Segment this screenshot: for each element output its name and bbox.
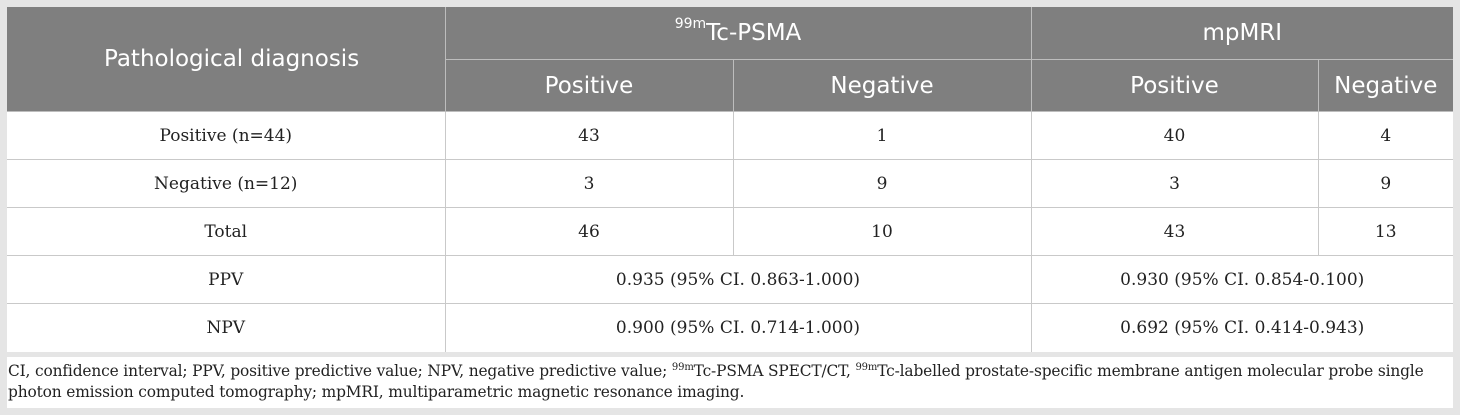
- cell: 46: [445, 207, 734, 256]
- table-row-negative: Negative (n=12) 3 9 3 9: [7, 159, 1453, 208]
- cell: 43: [1031, 207, 1319, 256]
- row-label: Negative (n=12): [7, 159, 446, 208]
- row-label: NPV: [7, 303, 446, 352]
- cell-npv-psma: 0.900 (95% CI. 0.714-1.000): [445, 303, 1032, 352]
- cell: 9: [733, 159, 1032, 208]
- header-psma-positive: Positive: [445, 59, 734, 112]
- header-mpmri-positive: Positive: [1031, 59, 1319, 112]
- cell-ppv-mpmri: 0.930 (95% CI. 0.854-0.100): [1031, 255, 1453, 304]
- header-psma-negative: Negative: [733, 59, 1032, 112]
- table-row-positive: Positive (n=44) 43 1 40 4: [7, 111, 1453, 160]
- cell-npv-mpmri: 0.692 (95% CI. 0.414-0.943): [1120, 318, 1365, 338]
- cell: 9: [1318, 159, 1453, 208]
- footnote-part-2: Tc-PSMA SPECT/CT,: [693, 362, 856, 380]
- cell: 43: [445, 111, 734, 160]
- table-row-total: Total 46 10 43 13: [7, 207, 1453, 256]
- table-footnote: CI, confidence interval; PPV, positive p…: [7, 357, 1453, 408]
- cell-ppv-psma: 0.935 (95% CI. 0.863-1.000): [445, 255, 1032, 304]
- cell: 13: [1318, 207, 1453, 256]
- cell: 3: [445, 159, 734, 208]
- header-mpmri-negative: Negative: [1318, 59, 1453, 112]
- row-label: Positive (n=44): [7, 111, 446, 160]
- row-label: Total: [7, 207, 446, 256]
- header-row-groups: Pathological diagnosis 99mTc-PSMA mpMRI: [7, 7, 1453, 112]
- header-row-sub: Positive Negative Positive Negative: [7, 59, 1453, 112]
- header-pathological-diagnosis: Pathological diagnosis: [7, 7, 446, 112]
- table-row-npv: NPV 0.900 (95% CI. 0.714-1.000) 0.692 (9…: [7, 303, 1453, 352]
- row-label: PPV: [7, 255, 446, 304]
- results-table: Pathological diagnosis 99mTc-PSMA mpMRI …: [7, 7, 1453, 352]
- cell: 3: [1031, 159, 1319, 208]
- footnote-part-1: CI, confidence interval; PPV, positive p…: [8, 362, 672, 380]
- table-row-ppv: PPV 0.935 (95% CI. 0.863-1.000) 0.930 (9…: [7, 255, 1453, 304]
- cell: 1: [733, 111, 1032, 160]
- header-group-psma: 99mTc-PSMA: [445, 7, 1032, 60]
- header-group-mpmri: mpMRI: [1031, 7, 1453, 60]
- cell: 10: [733, 207, 1032, 256]
- footnote-sup-1: 99m: [671, 361, 694, 373]
- cell: 4: [1318, 111, 1453, 160]
- header-group-mpmri-name: mpMRI: [1202, 20, 1283, 46]
- header-group-psma-name: Tc-PSMA: [706, 20, 802, 46]
- footnote-sup-2: 99m: [855, 361, 878, 373]
- header-group-psma-sup: 99m: [674, 16, 707, 33]
- cell: 40: [1031, 111, 1319, 160]
- footnote-part-3: Tc-labelled prostate-specific membrane a…: [8, 362, 1424, 401]
